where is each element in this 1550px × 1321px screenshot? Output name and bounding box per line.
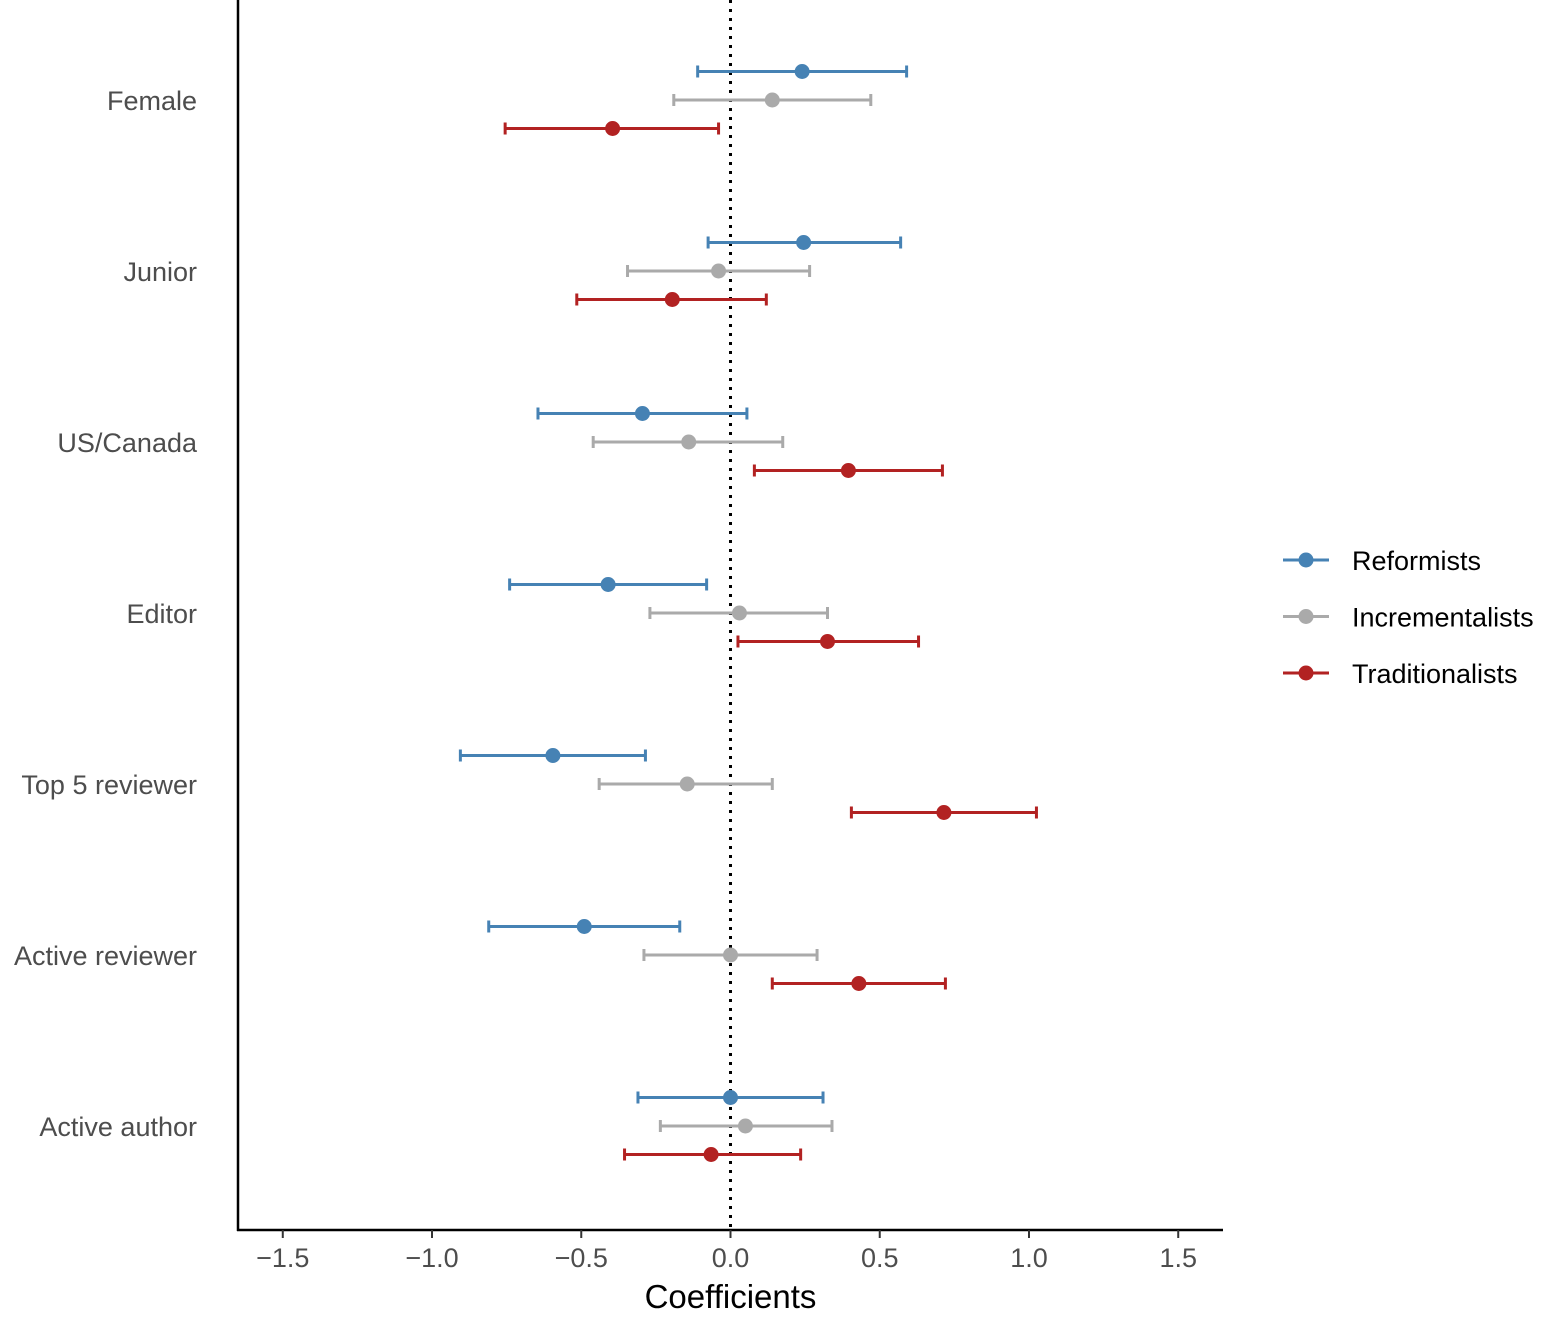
category-label: Active reviewer: [14, 941, 197, 971]
estimate-point: [605, 121, 621, 136]
legend-label: Traditionalists: [1352, 659, 1518, 689]
estimate-point: [723, 1090, 738, 1105]
estimate-point: [711, 263, 727, 279]
estimate-point: [576, 919, 592, 934]
x-tick-label: 1.0: [1010, 1243, 1048, 1273]
legend-label: Incrementalists: [1352, 603, 1534, 633]
legend-item-traditionalists: Traditionalists: [1283, 659, 1518, 689]
category-label: Top 5 reviewer: [21, 770, 197, 800]
legend-marker: [1298, 609, 1314, 624]
estimate-point: [545, 748, 561, 763]
x-axis-ticks: −1.5 −1.0 −0.5 0.0 0.5 1.0 1.5: [256, 1230, 1197, 1273]
x-tick-label: 0.0: [712, 1243, 750, 1273]
estimate-point: [731, 605, 747, 621]
estimate-point: [723, 947, 738, 963]
category-label: US/Canada: [57, 428, 198, 458]
legend-label: Reformists: [1352, 546, 1481, 576]
y-axis-category-labels: Female Junior US/Canada Editor Top 5 reviewe…: [14, 86, 198, 1142]
estimate-point: [764, 92, 780, 108]
estimate-point: [840, 463, 856, 478]
estimate-point: [936, 805, 952, 820]
legend-item-incrementalists: Incrementalists: [1283, 603, 1534, 633]
category-label: Active author: [39, 1112, 197, 1142]
estimate-point: [796, 235, 812, 250]
x-tick-label: −0.5: [555, 1243, 608, 1273]
estimate-point: [664, 292, 680, 307]
estimate-point: [794, 64, 810, 79]
series-reformists: [458, 64, 909, 1105]
legend-marker: [1298, 665, 1314, 681]
error-bar-marks: [458, 64, 1038, 1162]
series-traditionalists: [503, 121, 1038, 1162]
estimate-point: [820, 634, 836, 649]
estimate-point: [634, 406, 650, 421]
estimate-point: [703, 1147, 719, 1162]
category-label: Junior: [123, 257, 197, 287]
x-tick-label: −1.5: [256, 1243, 309, 1273]
category-label: Female: [107, 86, 197, 116]
legend-marker: [1298, 552, 1314, 568]
x-tick-label: 0.5: [861, 1243, 899, 1273]
estimate-point: [737, 1118, 753, 1134]
estimate-point: [681, 434, 697, 450]
category-label: Editor: [126, 599, 197, 629]
estimate-point: [679, 776, 695, 792]
x-tick-label: 1.5: [1159, 1243, 1197, 1273]
legend-item-reformists: Reformists: [1283, 546, 1481, 576]
series-incrementalists: [591, 92, 873, 1134]
estimate-point: [851, 976, 867, 991]
estimate-point: [600, 577, 616, 592]
x-axis-title: Coefficients: [645, 1278, 817, 1315]
legend: Reformists Incrementalists Traditionalists: [1283, 546, 1534, 689]
x-tick-label: −1.0: [405, 1243, 458, 1273]
